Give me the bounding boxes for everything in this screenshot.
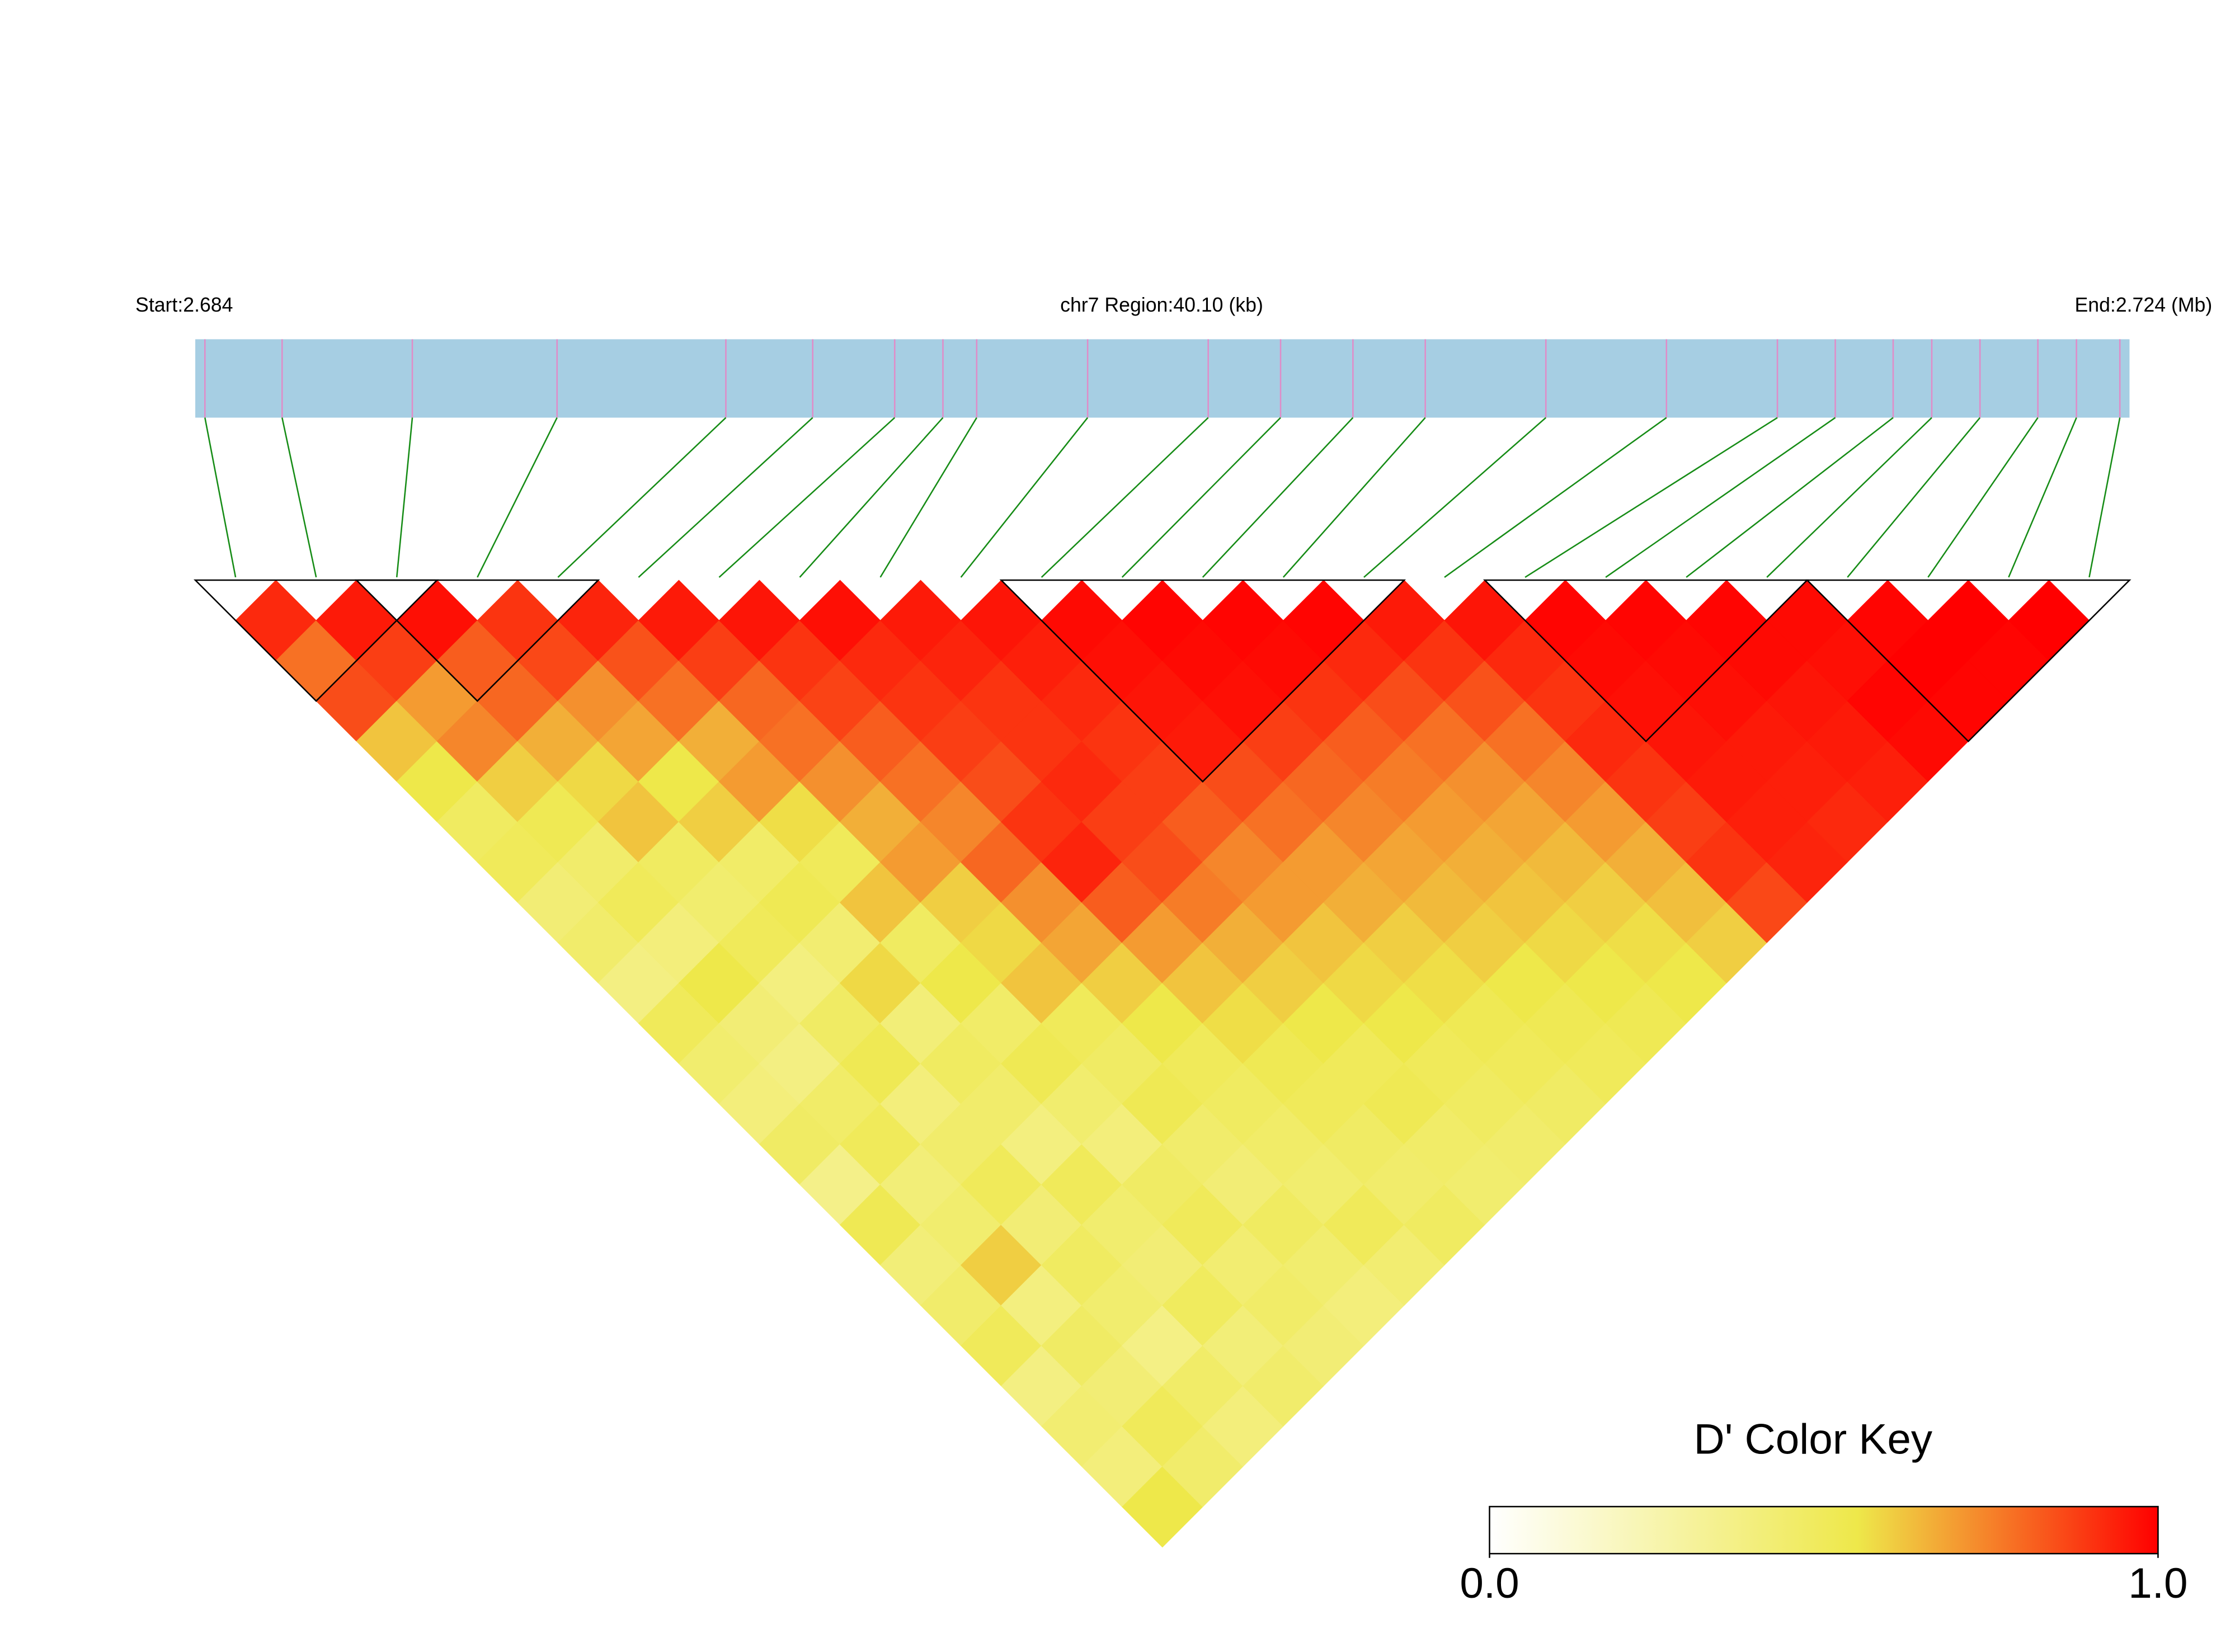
- snp-link: [1766, 417, 1932, 578]
- snp-link: [960, 417, 1089, 578]
- snp-link: [1444, 417, 1667, 578]
- ld-block: [1805, 579, 2132, 742]
- snp-link: [396, 417, 413, 578]
- start-label: Start:2.684: [135, 294, 233, 316]
- snp-link: [1121, 417, 1281, 578]
- snp-link: [2008, 417, 2077, 578]
- snp-link: [281, 417, 317, 578]
- colorbar-tick-label: 0.0: [1460, 1560, 1519, 1607]
- snp-link: [1847, 417, 1981, 578]
- end-label: End:2.724 (Mb): [2074, 294, 2212, 316]
- snp-link: [477, 417, 558, 578]
- snp-link: [2088, 417, 2121, 578]
- snp-link: [1282, 417, 1426, 578]
- snp-link: [718, 417, 896, 578]
- snp-link: [879, 417, 977, 578]
- colorbar-title: D' Color Key: [1694, 1416, 1933, 1463]
- snp-link: [1605, 417, 1836, 578]
- snp-link: [204, 417, 237, 578]
- colorbar: [1489, 1505, 2159, 1555]
- snp-link: [1686, 417, 1894, 578]
- snp-link: [557, 417, 727, 578]
- ld-block: [999, 579, 1406, 783]
- region-label: chr7 Region:40.10 (kb): [1060, 294, 1263, 316]
- ld-block: [1483, 579, 1809, 742]
- snp-link: [1363, 417, 1547, 578]
- snp-link: [799, 417, 944, 578]
- snp-link: [1202, 417, 1354, 578]
- snp-link: [1927, 417, 2039, 578]
- snp-link: [1524, 417, 1778, 578]
- ld-block: [193, 579, 439, 702]
- colorbar-tick-label: 1.0: [2128, 1560, 2187, 1607]
- snp-link: [638, 417, 813, 578]
- snp-link: [1041, 417, 1209, 578]
- gene-track: [195, 339, 2130, 418]
- ld-block: [355, 579, 600, 702]
